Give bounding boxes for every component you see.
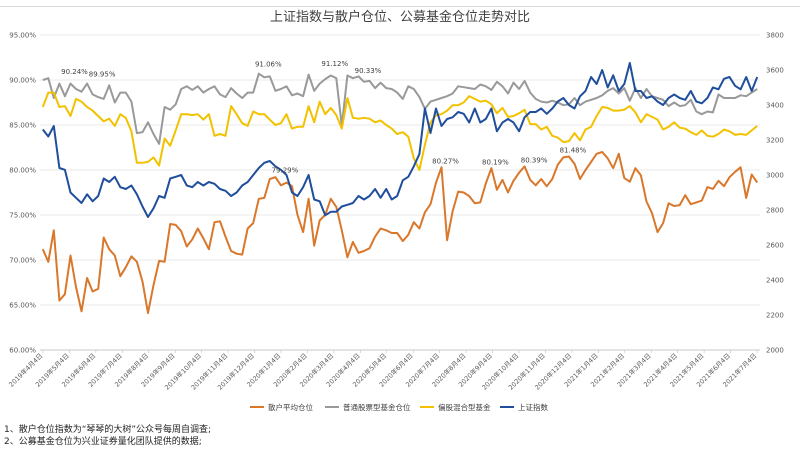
data-label: 80.39% — [521, 156, 548, 164]
data-label: 90.24% — [61, 68, 88, 76]
right-tick-label: 2800 — [766, 207, 784, 215]
legend-label-4: 上证指数 — [518, 402, 548, 412]
data-label: 81.48% — [560, 147, 587, 155]
left-y-axis: 60.00% 65.00% 70.00% 75.00% 80.00% 85.00% 90.0… — [9, 32, 36, 355]
chart-title: 上证指数与散户仓位、公募基金仓位走势对比 — [270, 9, 530, 25]
left-tick-label: 75.00% — [9, 212, 36, 220]
x-axis: 2019年4月4日2019年5月4日2019年6月4日2019年7月4日2019… — [7, 349, 760, 392]
footnote-1: 1、散户仓位指数为“琴琴的大树”公众号每周自调查; — [4, 425, 212, 435]
right-tick-label: 2000 — [766, 347, 784, 355]
right-tick-label: 2400 — [766, 277, 784, 285]
series-line-3 — [41, 91, 758, 171]
right-y-axis: 2000 2200 2400 2600 2800 3000 3200 3400 3600 3800 — [766, 32, 784, 355]
series-lines — [41, 62, 759, 315]
gridlines — [40, 34, 760, 351]
data-label: 89.95% — [89, 70, 116, 78]
legend: 散户平均仓位 普通股票型基金仓位 偏股混合型基金 上证指数 — [250, 402, 548, 412]
left-tick-label: 80.00% — [9, 167, 36, 175]
footnotes: 1、散户仓位指数为“琴琴的大树”公众号每周自调查; 2、公募基金仓位为兴业证券量… — [4, 424, 211, 448]
position-vs-index-chart: 上证指数与散户仓位、公募基金仓位走势对比 60.00% 65.00% 70.00% 7… — [7, 9, 784, 412]
data-label: 79.29% — [272, 166, 299, 174]
left-tick-label: 95.00% — [9, 32, 36, 40]
legend-label-2: 普通股票型基金仓位 — [343, 402, 411, 412]
spreadsheet-top-strip — [0, 0, 800, 7]
data-label: 91.12% — [321, 60, 348, 68]
right-tick-label: 2600 — [766, 242, 784, 250]
left-tick-label: 60.00% — [9, 347, 36, 355]
data-annotations: 90.24% 89.95% 91.06% 91.12% 90.33% 79.29% 80.2… — [61, 60, 587, 174]
left-tick-label: 85.00% — [9, 122, 36, 130]
series-line-2 — [42, 72, 758, 145]
series-line-1 — [41, 151, 759, 315]
data-label: 80.19% — [482, 158, 509, 166]
data-label: 80.27% — [432, 158, 459, 166]
right-tick-label: 3000 — [766, 172, 784, 180]
footnote-2: 2、公募基金仓位为兴业证券量化团队提供的数据; — [4, 437, 202, 447]
data-label: 90.33% — [355, 67, 382, 75]
left-tick-label: 90.00% — [9, 77, 36, 85]
right-tick-label: 3200 — [766, 137, 784, 145]
legend-label-1: 散户平均仓位 — [268, 402, 313, 412]
right-tick-label: 3400 — [766, 102, 784, 110]
right-tick-label: 2200 — [766, 312, 784, 320]
left-tick-label: 70.00% — [9, 257, 36, 265]
right-tick-label: 3800 — [766, 32, 784, 40]
data-label: 91.06% — [255, 60, 282, 68]
series-line-4 — [42, 62, 759, 218]
left-tick-label: 65.00% — [9, 302, 36, 310]
legend-label-3: 偏股混合型基金 — [438, 402, 491, 412]
right-tick-label: 3600 — [766, 67, 784, 75]
